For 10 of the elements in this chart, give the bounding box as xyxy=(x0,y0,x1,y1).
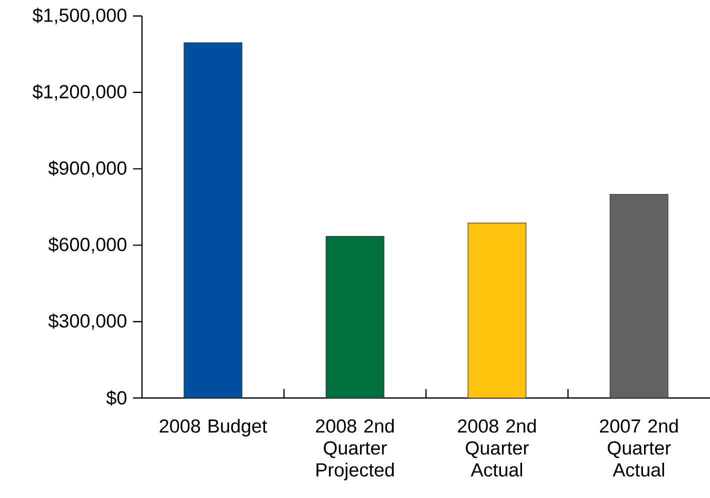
y-tick-label: $600,000 xyxy=(48,236,126,254)
x-tick-label: 2007 2nd Quarter Actual xyxy=(600,418,678,477)
y-tick-label: $900,000 xyxy=(48,160,126,178)
y-tick-label: $300,000 xyxy=(48,313,126,330)
x-tick-label: 2008 2nd Quarter Projected xyxy=(316,418,394,480)
y-tick-label: $1,500,000 xyxy=(32,8,126,24)
x-tick-label: 2008 Budget xyxy=(160,418,268,436)
x-tick-label: 2008 2nd Quarter Actual xyxy=(458,418,536,477)
y-tick-label: $1,200,000 xyxy=(32,84,126,101)
y-tick-label: $0 xyxy=(106,390,126,406)
